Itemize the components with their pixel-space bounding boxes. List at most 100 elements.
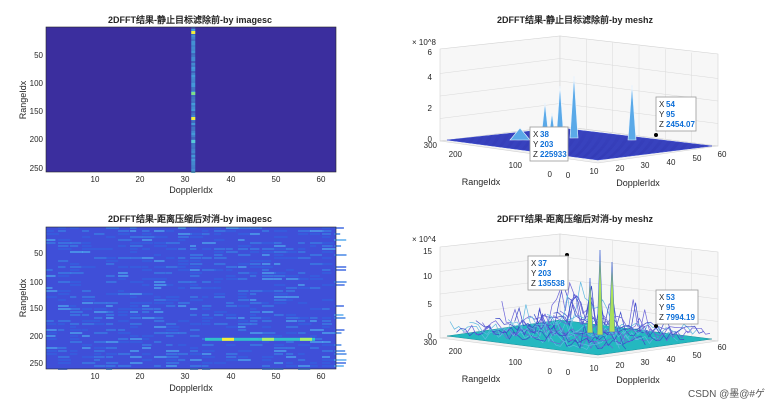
heatmap-2-noise-cell xyxy=(310,233,321,235)
surface-2-datatip-2[interactable]: X 53 Y 95 Z 7994.19 xyxy=(654,289,699,328)
surface-1-peak xyxy=(627,84,637,141)
heatmap-2-noise-cell xyxy=(202,323,211,325)
datatip-y-value: 95 xyxy=(666,303,675,312)
heatmap-2-noise-cell xyxy=(58,320,71,322)
heatmap-2-target-hotspot xyxy=(300,337,312,341)
heatmap-1-doppler-strip-cell xyxy=(191,75,196,77)
heatmap-2-noise-cell xyxy=(118,329,126,331)
heatmap-2-noise-cell xyxy=(238,299,250,301)
heatmap-2-noise-cell xyxy=(190,269,200,271)
heatmap-2-noise-cell xyxy=(70,242,82,244)
heatmap-1-doppler-strip-cell xyxy=(191,53,196,55)
heatmap-2-noise-cell xyxy=(334,332,342,334)
heatmap-2-noise-cell xyxy=(250,242,262,244)
heatmap-2-noise-cell xyxy=(310,365,318,367)
heatmap-2-noise-cell xyxy=(154,317,164,319)
heatmap-2-noise-cell xyxy=(82,335,90,337)
heatmap-2-noise-cell xyxy=(298,284,305,286)
heatmap-2-noise-cell xyxy=(250,248,260,250)
heatmap-2-noise-cell xyxy=(166,296,180,298)
heatmap-2-noise-cell xyxy=(334,245,342,247)
heatmap-2-noise-cell xyxy=(142,278,155,280)
heatmap-2-noise-cell xyxy=(262,302,269,304)
heatmap-2-noise-cell xyxy=(334,254,347,256)
y-tick-label: 200 xyxy=(30,332,44,341)
heatmap-2-noise-cell xyxy=(262,263,271,265)
heatmap-2-noise-cell xyxy=(226,230,236,232)
heatmap-2-noise-cell xyxy=(142,242,154,244)
heatmap-2-noise-cell xyxy=(274,353,284,355)
heatmap-2-noise-cell xyxy=(94,332,108,334)
heatmap-2-noise-cell xyxy=(118,353,131,355)
heatmap-2-noise-cell xyxy=(250,272,258,274)
heatmap-2-noise-cell xyxy=(322,362,331,364)
heatmap-2-noise-cell xyxy=(322,272,332,274)
heatmap-2-noise-cell xyxy=(214,287,222,289)
heatmap-2-noise-cell xyxy=(94,353,102,355)
heatmap-2-noise-cell xyxy=(214,230,226,232)
surface-1-mesh-line xyxy=(446,139,599,161)
heatmap-2-noise-cell xyxy=(322,233,331,235)
heatmap-2-noise-cell xyxy=(178,302,190,304)
surface-1-datatip-2[interactable]: X 54 Y 95 Z 2454.07 xyxy=(654,96,697,137)
heatmap-2-axes-box xyxy=(45,226,337,370)
heatmap-1-doppler-strip-cell xyxy=(191,35,196,37)
heatmap-2-noise-cell xyxy=(46,347,58,349)
heatmap-2-noise-cell xyxy=(154,311,164,313)
heatmap-2-noise-cell xyxy=(130,362,143,364)
datatip-z-value: 2454.07 xyxy=(666,120,695,129)
heatmap-2-noise-cell xyxy=(142,260,153,262)
heatmap-2-noise-cell xyxy=(238,239,245,241)
heatmap-2-noise-cell xyxy=(46,338,57,340)
heatmap-2-noise-cell xyxy=(322,350,333,352)
heatmap-2-noise-cell xyxy=(214,311,227,313)
heatmap-2-noise-cell xyxy=(190,353,203,355)
heatmap-2-target-hotspot xyxy=(262,337,274,341)
heatmap-2-noise-cell xyxy=(334,239,347,241)
surface-2-datatip-1[interactable]: X 37 Y 203 Z 135538 xyxy=(527,253,569,291)
heatmap-2-noise-cell xyxy=(274,263,281,265)
heatmap-2-noise-cell xyxy=(70,245,79,247)
heatmap-2-noise-cell xyxy=(82,356,95,358)
z-tick-label: 10 xyxy=(423,272,432,281)
x-tick-label: 20 xyxy=(136,175,145,184)
heatmap-2-noise-cell xyxy=(58,329,65,331)
heatmap-2-noise-cell xyxy=(178,248,186,250)
heatmap-2-noise-cell xyxy=(70,269,80,271)
datatip-marker[interactable] xyxy=(654,324,658,328)
heatmap-1-x-axis-label: DopplerIdx xyxy=(169,185,213,195)
heatmap-2-noise-cell xyxy=(322,317,332,319)
x-tick-label: 30 xyxy=(181,372,190,381)
heatmap-2-noise-cell xyxy=(118,272,128,274)
heatmap-2-noise-cell xyxy=(130,293,142,295)
heatmap-2-noise-cell xyxy=(322,245,333,247)
heatmap-2-noise-cell xyxy=(154,281,166,283)
surface-2-mesh-row xyxy=(546,312,698,335)
heatmap-2-noise-cell xyxy=(166,242,180,244)
heatmap-2-noise-cell xyxy=(178,239,186,241)
x-tick-label: 20 xyxy=(616,164,625,173)
heatmap-2-noise-cell xyxy=(142,317,155,319)
surface-1-z-exponent: × 10^8 xyxy=(412,38,437,47)
x-tick-label: 50 xyxy=(693,154,702,163)
datatip-box xyxy=(529,126,569,162)
heatmap-2-noise-cell xyxy=(274,344,284,346)
heatmap-2-noise-cell xyxy=(58,239,71,241)
heatmap-2-noise-cell xyxy=(46,287,53,289)
heatmap-2-noise-cell xyxy=(58,347,67,349)
heatmap-1-doppler-strip-cell xyxy=(191,41,196,43)
heatmap-2-noise-cell xyxy=(178,260,189,262)
heatmap-2-noise-cell xyxy=(58,248,72,250)
heatmap-2-noise-cell xyxy=(58,293,70,295)
heatmap-2-noise-cell xyxy=(142,311,150,313)
datatip-marker[interactable] xyxy=(654,133,658,137)
heatmap-2-noise-cell xyxy=(322,356,330,358)
surface-1-datatip-1[interactable]: X 38 Y 203 Z 225933 xyxy=(529,126,569,162)
heatmap-2-noise-cell xyxy=(154,302,166,304)
heatmap-2-noise-cell xyxy=(298,248,306,250)
heatmap-1-hot-cell xyxy=(191,140,196,143)
surface-2-peak xyxy=(608,261,616,333)
x-tick-label: 40 xyxy=(667,355,676,364)
heatmap-2-noise-cell xyxy=(130,350,139,352)
heatmap-2-noise-cell xyxy=(82,251,91,253)
